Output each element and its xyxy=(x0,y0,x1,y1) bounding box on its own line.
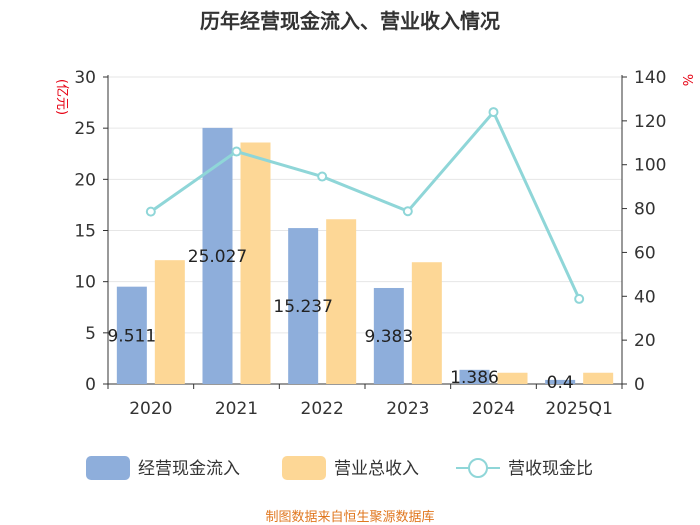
x-tick-label: 2024 xyxy=(472,399,515,419)
bar-data-label: 15.237 xyxy=(273,297,332,317)
bar-data-label: 9.511 xyxy=(107,326,156,346)
x-tick-label: 2020 xyxy=(129,399,172,419)
y-right-tick-label: 120 xyxy=(634,112,666,132)
legend-swatch-marker xyxy=(468,458,488,478)
y-right-axis-label: % xyxy=(679,74,694,86)
y-right-tick-label: 100 xyxy=(634,156,666,176)
y-left-tick-label: 10 xyxy=(74,273,96,293)
bar-revenue xyxy=(583,372,614,384)
axes: 0 5 10 15 20 25 30 0 20 40 60 80 100 120 140 2020 2021 20… xyxy=(74,68,666,419)
x-tick-label: 2021 xyxy=(215,399,258,419)
ratio-point xyxy=(231,146,242,157)
y-right-tick-label: 140 xyxy=(634,68,666,88)
ratio-point xyxy=(317,171,328,182)
ratio-point xyxy=(402,206,413,217)
y-left-tick-label: 5 xyxy=(85,324,96,344)
bar-revenue xyxy=(240,142,271,384)
bar-series xyxy=(116,127,614,384)
bar-revenue xyxy=(497,372,528,384)
chart-title: 历年经营现金流入、营业收入情况 xyxy=(200,9,500,33)
legend-swatch xyxy=(86,456,130,480)
y-right-tick-label: 40 xyxy=(634,287,656,307)
bar-cash-inflow xyxy=(116,286,147,384)
ratio-point xyxy=(574,293,585,304)
legend-label: 经营现金流入 xyxy=(138,459,240,479)
line-series xyxy=(145,107,585,304)
bar-data-label: 9.383 xyxy=(364,327,413,347)
bar-cash-inflow xyxy=(373,287,404,384)
bar-revenue xyxy=(154,260,185,384)
y-left-tick-label: 0 xyxy=(85,375,96,395)
legend-swatch xyxy=(282,456,326,480)
bar-cash-inflow xyxy=(288,228,319,384)
ratio-line xyxy=(149,109,581,300)
y-right-tick-label: 60 xyxy=(634,243,656,263)
bar-data-label: 1.386 xyxy=(450,368,499,388)
bar-cash-inflow xyxy=(545,379,576,384)
x-tick-label: 2023 xyxy=(386,399,429,419)
x-tick-label: 2025Q1 xyxy=(545,399,612,419)
y-left-tick-label: 25 xyxy=(74,119,96,139)
y-right-tick-label: 0 xyxy=(634,375,645,395)
legend-label: 营业总收入 xyxy=(334,459,419,479)
x-tick-label: 2022 xyxy=(301,399,344,419)
grid-lines xyxy=(108,76,622,385)
y-right-tick-label: 20 xyxy=(634,331,656,351)
bar-cash-inflow xyxy=(459,369,490,384)
y-left-axis-label: (亿元) xyxy=(54,79,69,115)
legend-label: 营收现金比 xyxy=(508,459,593,479)
bar-data-label: 25.027 xyxy=(188,247,247,267)
y-right-tick-label: 80 xyxy=(634,200,656,220)
ratio-point xyxy=(145,206,156,217)
y-left-tick-label: 20 xyxy=(74,170,96,190)
bar-data-label: 0.4 xyxy=(547,373,574,393)
data-labels: 9.511 25.027 15.237 9.383 1.386 0.4 xyxy=(107,247,573,393)
bar-revenue xyxy=(326,219,357,384)
y-left-tick-label: 30 xyxy=(74,68,96,88)
source-note: 制图数据来自恒生聚源数据库 xyxy=(265,509,434,525)
y-left-tick-label: 15 xyxy=(74,222,96,242)
bar-revenue xyxy=(411,262,442,384)
legend: 经营现金流入 营业总收入 营收现金比 xyxy=(86,456,593,480)
ratio-point xyxy=(488,107,499,118)
